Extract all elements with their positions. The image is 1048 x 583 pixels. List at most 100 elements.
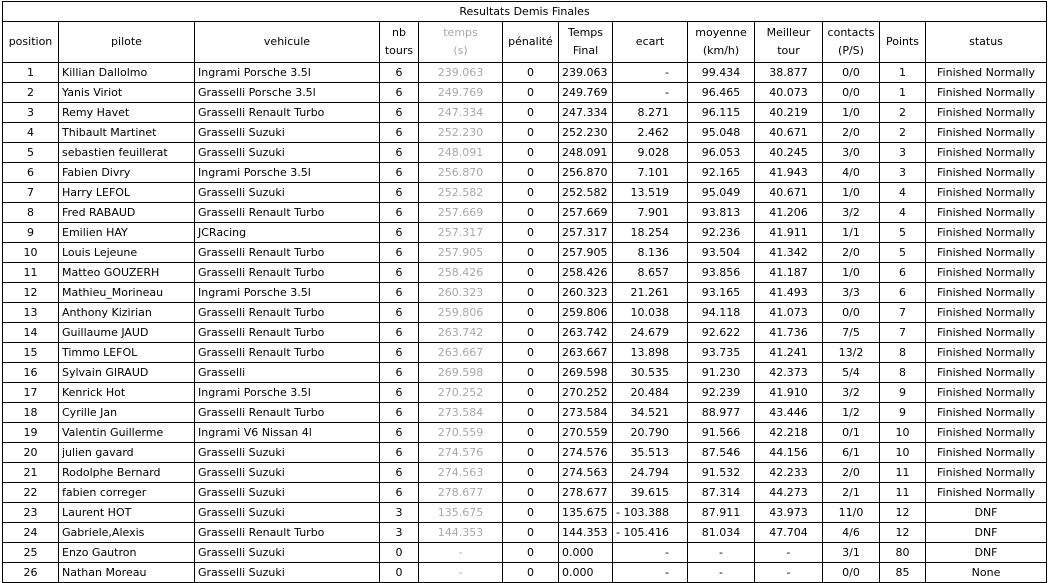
cell: Grasselli Suzuki	[194, 142, 380, 163]
cell: 0/1	[822, 422, 880, 443]
cell: 247.334	[558, 102, 613, 123]
cell: 273.584	[418, 402, 503, 423]
cell: Enzo Gautron	[58, 542, 195, 563]
cell: 0	[379, 562, 419, 583]
cell: Nathan Moreau	[58, 562, 195, 583]
cell: 2	[2, 82, 59, 103]
cell: 41.943	[754, 162, 823, 183]
cell: 1/0	[822, 182, 880, 203]
cell: 0	[502, 362, 559, 383]
cell: 24.794	[612, 462, 688, 483]
cell: Cyrille Jan	[58, 402, 195, 423]
cell: 0	[502, 322, 559, 343]
cell: 41.493	[754, 282, 823, 303]
cell: 0	[502, 202, 559, 223]
header-cell: vehicule	[194, 21, 380, 63]
cell: 42.218	[754, 422, 823, 443]
result-row: 6 Fabien Divry Ingrami Porsche 3.5l 6 256.87…	[2, 162, 1047, 183]
cell: 0	[502, 242, 559, 263]
cell: 0	[502, 402, 559, 423]
cell: 6	[379, 262, 419, 283]
result-row: 15 Timmo LEFOL Grasselli Renault Turbo 6 263…	[2, 342, 1047, 363]
result-row: 18 Cyrille Jan Grasselli Renault Turbo 6 273…	[2, 402, 1047, 423]
cell: 269.598	[418, 362, 503, 383]
cell: 0	[502, 222, 559, 243]
cell: 144.353	[418, 522, 503, 543]
header-text: vehicule	[263, 35, 311, 48]
cell: 0	[502, 462, 559, 483]
cell: 274.576	[418, 442, 503, 463]
cell: 256.870	[558, 162, 613, 183]
result-row: 8 Fred RABAUD Grasselli Renault Turbo 6 257.…	[2, 202, 1047, 223]
cell: 6	[379, 382, 419, 403]
cell: 12	[879, 502, 926, 523]
cell: 8	[879, 362, 926, 383]
cell: 11	[879, 482, 926, 503]
cell: 0	[379, 542, 419, 563]
cell: 2/1	[822, 482, 880, 503]
cell: 41.736	[754, 322, 823, 343]
cell: 41.073	[754, 302, 823, 323]
result-row: 17 Kenrick Hot Ingrami Porsche 3.5l 6 270.25…	[2, 382, 1047, 403]
cell: 96.115	[687, 102, 755, 123]
cell: 92.239	[687, 382, 755, 403]
cell: 7.101	[612, 162, 688, 183]
cell: Grasselli Suzuki	[194, 442, 380, 463]
cell: 0	[502, 102, 559, 123]
cell: Killian Dallolmo	[58, 62, 195, 83]
cell: 1	[879, 62, 926, 83]
cell: Grasselli Renault Turbo	[194, 102, 380, 123]
cell: -	[418, 542, 503, 563]
header-text: (km/h)	[702, 44, 740, 57]
cell: 274.576	[558, 442, 613, 463]
cell: 10.038	[612, 302, 688, 323]
cell: 0	[502, 562, 559, 583]
cell: 6	[379, 182, 419, 203]
cell: -	[612, 82, 688, 103]
result-row: 2 Yanis Viriot Grasselli Porsche 3.5l 6 249.…	[2, 82, 1047, 103]
cell: 3/1	[822, 542, 880, 563]
cell: 248.091	[418, 142, 503, 163]
cell: Finished Normally	[925, 182, 1047, 203]
header-cell: nb tours	[379, 21, 419, 63]
cell: 248.091	[558, 142, 613, 163]
cell: 258.426	[558, 262, 613, 283]
cell: 87.546	[687, 442, 755, 463]
cell: 0	[502, 502, 559, 523]
cell: 1/1	[822, 222, 880, 243]
cell: 0/0	[822, 82, 880, 103]
cell: 263.667	[418, 342, 503, 363]
cell: 4	[2, 122, 59, 143]
cell: 270.559	[558, 422, 613, 443]
cell: 10	[879, 422, 926, 443]
cell: 8.136	[612, 242, 688, 263]
cell: 0	[502, 282, 559, 303]
cell: JCRacing	[194, 222, 380, 243]
cell: 0.000	[558, 542, 613, 563]
cell: 257.905	[558, 242, 613, 263]
cell: 4	[879, 182, 926, 203]
cell: 5/4	[822, 362, 880, 383]
cell: DNF	[925, 542, 1047, 563]
cell: 8	[879, 342, 926, 363]
cell: 25	[2, 542, 59, 563]
cell: 95.049	[687, 182, 755, 203]
cell: Finished Normally	[925, 82, 1047, 103]
cell: 135.675	[558, 502, 613, 523]
cell: 7	[2, 182, 59, 203]
cell: 30.535	[612, 362, 688, 383]
result-row: 10 Louis Lejeune Grasselli Renault Turbo 6 2…	[2, 242, 1047, 263]
cell: Grasselli Renault Turbo	[194, 262, 380, 283]
header-cell: status	[925, 21, 1047, 63]
cell: Finished Normally	[925, 262, 1047, 283]
cell: Finished Normally	[925, 142, 1047, 163]
cell: 7	[879, 322, 926, 343]
cell: 6	[379, 482, 419, 503]
cell: Finished Normally	[925, 222, 1047, 243]
cell: 13.519	[612, 182, 688, 203]
cell: 135.675	[418, 502, 503, 523]
header-text: tour	[777, 44, 800, 57]
cell: 6	[379, 342, 419, 363]
cell: 8.657	[612, 262, 688, 283]
cell: 0	[502, 62, 559, 83]
